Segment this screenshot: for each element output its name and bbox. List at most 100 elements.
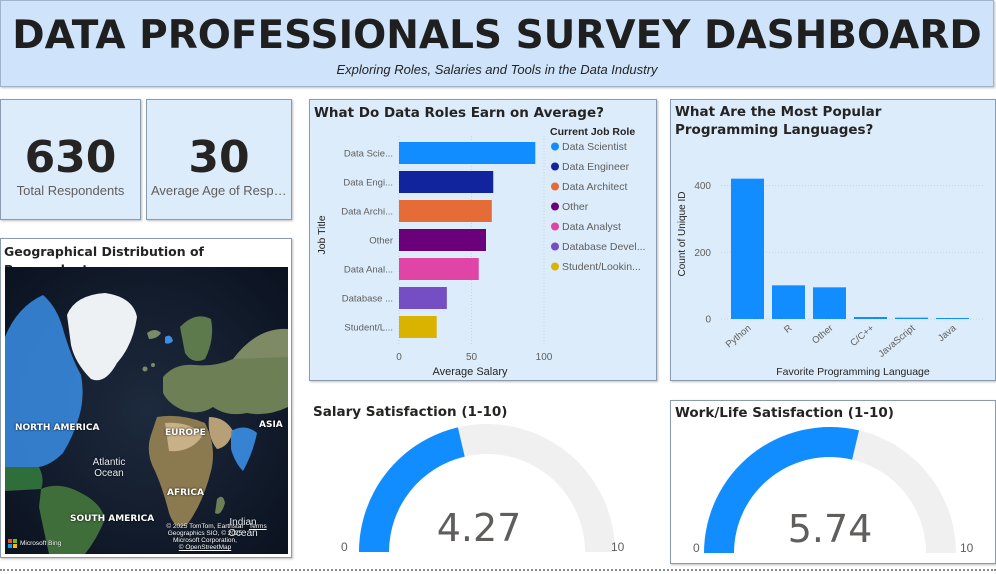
salary-satisfaction-gauge[interactable] (309, 400, 657, 564)
salary-category-label: Data Anal... (344, 265, 393, 276)
map-label-north-america: NORTH AMERICA (15, 423, 100, 433)
map-graphic (5, 267, 288, 554)
language-y-tick-label: 200 (694, 248, 711, 259)
salary-gauge-title: Salary Satisfaction (1-10) (313, 404, 508, 420)
map-label-asia: ASIA (259, 420, 283, 430)
language-bar[interactable] (731, 178, 764, 319)
gauge-min: 0 (341, 540, 348, 554)
language-chart-panel[interactable]: What Are the Most Popular Programming La… (670, 99, 996, 381)
language-y-axis-title: Count of Unique ID (677, 191, 688, 276)
language-category-label: Java (936, 322, 959, 344)
gauge-min: 0 (693, 541, 700, 555)
map-panel[interactable]: Geographical Distribution of Respondents (0, 238, 292, 558)
kpi-label: Average Age of Respo... (151, 183, 291, 198)
salary-bar-chart[interactable]: Current Job Role Job Title Average Salar… (310, 100, 656, 380)
language-bar[interactable] (813, 287, 846, 319)
world-map[interactable]: NORTH AMERICA EUROPE ASIA AFRICA SOUTH A… (5, 267, 288, 554)
dashboard-header: DATA PROFESSIONALS SURVEY DASHBOARD Expl… (0, 0, 994, 87)
salary-bar[interactable] (399, 142, 536, 164)
kpi-card-average-age[interactable]: 30 Average Age of Respo... (146, 99, 292, 220)
gauge-value: 5.74 (787, 507, 873, 551)
salary-category-label: Database ... (342, 294, 393, 305)
map-credit-line: © 2025 TomTom, Earthstar (166, 523, 244, 530)
kpi-label: Total Respondents (16, 183, 125, 198)
language-bar-chart[interactable]: Count of Unique ID Favorite Programming … (671, 100, 995, 380)
kpi-card-total-respondents[interactable]: 630 Total Respondents (0, 99, 141, 220)
page-bottom-border (0, 569, 996, 571)
legend-item-label[interactable]: Student/Lookin... (562, 261, 641, 273)
legend-item-label[interactable]: Data Scientist (562, 141, 627, 153)
gauge-max: 10 (611, 540, 625, 554)
salary-category-label: Data Archi... (341, 207, 393, 218)
language-category-label: Other (810, 323, 835, 347)
salary-bar[interactable] (399, 287, 447, 309)
legend-item-label[interactable]: Data Engineer (562, 161, 630, 173)
language-category-label: Python (724, 323, 754, 350)
language-y-tick-label: 400 (694, 181, 711, 192)
map-label-africa: AFRICA (167, 488, 204, 498)
salary-x-tick-label: 50 (466, 352, 478, 363)
language-category-label: JavaScript (876, 323, 917, 360)
salary-bar[interactable] (399, 200, 492, 222)
map-credit-line: Geographics SIO, © 2025 (167, 530, 243, 537)
legend-marker-icon (551, 202, 559, 211)
worklife-gauge-title: Work/Life Satisfaction (1-10) (675, 405, 894, 421)
dashboard-subtitle: Exploring Roles, Salaries and Tools in t… (336, 62, 658, 77)
salary-category-label: Student/L... (344, 323, 393, 334)
map-label-atlantic-ocean: Atlantic Ocean (92, 457, 126, 479)
map-label-indian-ocean: Indian Ocean (228, 517, 258, 539)
salary-chart-title: What Do Data Roles Earn on Average? (314, 105, 604, 121)
salary-chart-panel[interactable]: What Do Data Roles Earn on Average? Curr… (309, 99, 657, 381)
gauge-fill (704, 426, 860, 553)
language-x-axis-title: Favorite Programming Language (776, 366, 930, 378)
salary-x-axis-title: Average Salary (432, 366, 508, 378)
salary-bar[interactable] (399, 171, 494, 193)
gauge-max: 10 (960, 541, 974, 555)
salary-category-label: Other (369, 236, 393, 247)
salary-legend-title: Current Job Role (550, 126, 635, 138)
bing-label: Microsoft Bing (20, 540, 62, 547)
salary-bar[interactable] (399, 258, 479, 280)
map-credit-link[interactable]: © OpenStreetMap (178, 544, 232, 551)
language-bar[interactable] (854, 317, 887, 319)
salary-category-label: Data Scie... (344, 149, 393, 160)
language-category-label: R (782, 323, 794, 336)
language-category-label: C/C++ (848, 323, 876, 349)
bing-logo: Microsoft Bing (8, 539, 61, 548)
salary-bar[interactable] (399, 316, 437, 338)
salary-satisfaction-gauge-panel[interactable]: Salary Satisfaction (1-10) 4.27 0 10 (309, 400, 657, 564)
map-credit-line: Microsoft Corporation, (173, 537, 237, 544)
legend-marker-icon (551, 222, 559, 231)
gauge-value: 4.27 (436, 506, 522, 550)
map-attribution: © 2025 TomTom, Earthstar Geographics SIO… (155, 523, 255, 551)
legend-item-label[interactable]: Other (562, 201, 589, 213)
gauge-fill (359, 427, 465, 552)
language-bar[interactable] (936, 318, 969, 319)
salary-x-tick-label: 0 (396, 352, 402, 363)
language-chart-title: What Are the Most Popular Programming La… (675, 104, 882, 138)
legend-item-label[interactable]: Data Analyst (562, 221, 621, 233)
legend-item-label[interactable]: Database Devel... (562, 241, 645, 253)
legend-marker-icon (551, 242, 559, 251)
microsoft-logo-icon (8, 539, 17, 548)
salary-bar[interactable] (399, 229, 486, 251)
salary-y-axis-title: Job Title (316, 215, 328, 254)
kpi-value: 30 (188, 132, 250, 183)
legend-marker-icon (551, 182, 559, 191)
language-bar[interactable] (772, 285, 805, 319)
legend-marker-icon (551, 262, 559, 271)
worklife-satisfaction-gauge-panel[interactable]: Work/Life Satisfaction (1-10) 5.74 0 10 (670, 400, 996, 564)
map-label-europe: EUROPE (165, 428, 206, 438)
legend-marker-icon (551, 142, 559, 151)
legend-item-label[interactable]: Data Architect (562, 181, 627, 193)
salary-category-label: Data Engi... (343, 178, 393, 189)
language-y-tick-label: 0 (705, 315, 711, 326)
worklife-satisfaction-gauge[interactable] (671, 401, 995, 563)
language-bar[interactable] (895, 317, 928, 319)
legend-marker-icon (551, 162, 559, 171)
map-label-south-america: SOUTH AMERICA (70, 514, 155, 524)
kpi-value: 630 (24, 132, 117, 183)
map-terms-link[interactable]: Terms (249, 523, 267, 530)
dashboard-title: DATA PROFESSIONALS SURVEY DASHBOARD (12, 13, 982, 58)
salary-x-tick-label: 100 (536, 352, 553, 363)
